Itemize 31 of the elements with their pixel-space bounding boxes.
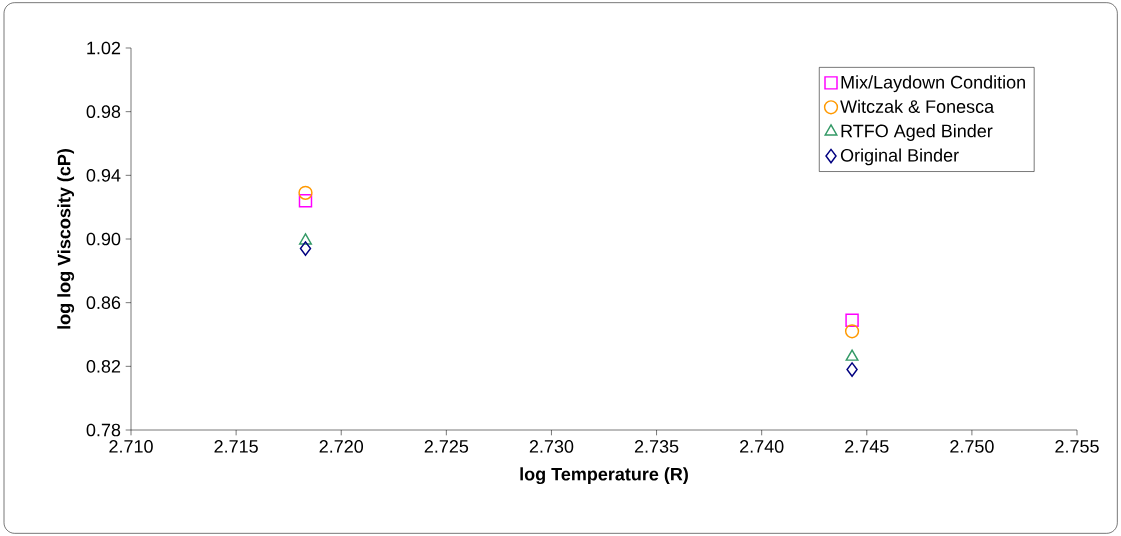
point — [845, 313, 859, 327]
legend-label: Witczak & Fonesca — [840, 99, 995, 113]
y-tick-label: 1.02 — [87, 41, 121, 55]
y-tick-label: 0.90 — [86, 232, 121, 246]
legend-label: Original Binder — [840, 148, 959, 166]
point — [298, 233, 312, 245]
y-tick-label: 0.82 — [86, 359, 121, 373]
point — [844, 324, 860, 339]
y-axis-title: log log Viscosity (cP) — [57, 149, 75, 329]
x-tick-label: 2.745 — [845, 440, 889, 453]
point — [298, 194, 313, 208]
legend-label: RTFO Aged Binder — [841, 124, 993, 141]
point — [298, 185, 313, 200]
x-tick-label: 2.710 — [109, 440, 153, 453]
x-tick-label: 2.720 — [319, 440, 364, 453]
x-tick-label: 2.715 — [214, 440, 258, 453]
x-tick-label: 2.755 — [1055, 440, 1099, 453]
x-tick-label: 2.740 — [740, 440, 784, 453]
x-tick-label: 2.735 — [634, 440, 679, 453]
x-tick-label: 2.730 — [529, 440, 574, 453]
y-tick-label: 0.98 — [86, 105, 121, 119]
y-tick-label: 0.86 — [86, 296, 121, 310]
x-tick-label: 2.725 — [424, 440, 469, 453]
x-tick-label: 2.750 — [950, 440, 994, 453]
legend-label: Mix/Laydown Condition — [841, 75, 1025, 93]
point — [299, 241, 312, 256]
x-axis-title: log Temperature (R) — [520, 467, 688, 485]
y-tick-label: 0.78 — [86, 423, 121, 437]
y-tick-label: 0.94 — [86, 168, 121, 182]
point — [845, 349, 859, 361]
point — [846, 362, 858, 377]
